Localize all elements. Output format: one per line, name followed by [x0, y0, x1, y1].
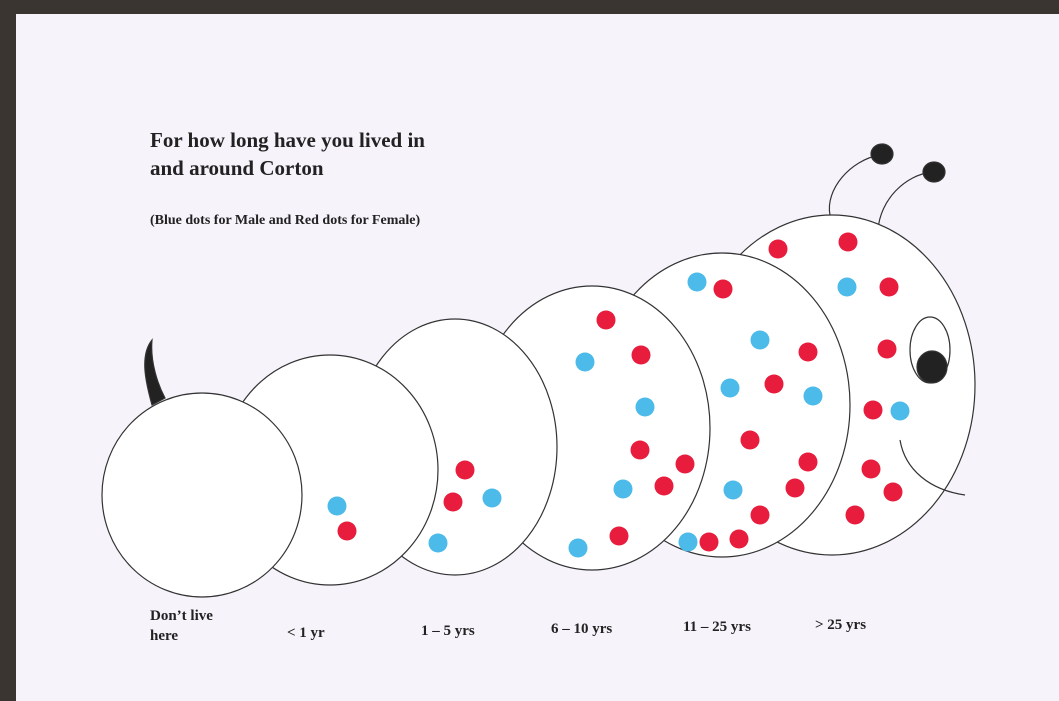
red-dot: [729, 529, 749, 549]
red-dot: [768, 239, 788, 259]
mouth: [899, 439, 966, 496]
red-dot: [631, 345, 651, 365]
blue-dot: [568, 538, 588, 558]
red-dot: [740, 430, 760, 450]
segment-label: Don’t live: [150, 608, 213, 624]
segment-label: 11 – 25 yrs: [683, 619, 751, 635]
red-dot: [764, 374, 784, 394]
blue-dot: [750, 330, 770, 350]
red-dot: [845, 505, 865, 525]
antenna-tip: [922, 161, 946, 183]
blue-dot: [327, 496, 347, 516]
caterpillar: [101, 143, 976, 598]
blue-dot: [890, 401, 910, 421]
tail: [144, 338, 166, 406]
red-dot: [699, 532, 719, 552]
red-dot: [798, 452, 818, 472]
blue-dot: [482, 488, 502, 508]
red-dot: [713, 279, 733, 299]
red-dot: [861, 459, 881, 479]
blue-dot: [678, 532, 698, 552]
segment-label: 6 – 10 yrs: [551, 621, 612, 637]
red-dot: [877, 339, 897, 359]
segment-label: here: [150, 628, 178, 644]
red-dot: [609, 526, 629, 546]
blue-dot: [428, 533, 448, 553]
subtitle: (Blue dots for Male and Red dots for Fem…: [150, 213, 420, 228]
red-dot: [863, 400, 883, 420]
red-dot: [654, 476, 674, 496]
red-dot: [675, 454, 695, 474]
blue-dot: [720, 378, 740, 398]
red-dot: [879, 277, 899, 297]
title-line: and around Corton: [150, 156, 324, 180]
red-dot: [838, 232, 858, 252]
red-dot: [443, 492, 463, 512]
blue-dot: [837, 277, 857, 297]
title-line: For how long have you lived in: [150, 128, 425, 152]
red-dot: [750, 505, 770, 525]
pupil: [916, 350, 948, 384]
segment-label: 1 – 5 yrs: [421, 623, 475, 639]
blue-dot: [613, 479, 633, 499]
body-segment: [101, 392, 303, 598]
red-dot: [455, 460, 475, 480]
red-dot: [883, 482, 903, 502]
antenna-tip: [870, 143, 894, 165]
blue-dot: [803, 386, 823, 406]
red-dot: [337, 521, 357, 541]
red-dot: [630, 440, 650, 460]
segment-label: < 1 yr: [287, 625, 325, 641]
blue-dot: [723, 480, 743, 500]
red-dot: [785, 478, 805, 498]
segment-label: > 25 yrs: [815, 617, 866, 633]
blue-dot: [635, 397, 655, 417]
red-dot: [596, 310, 616, 330]
blue-dot: [575, 352, 595, 372]
red-dot: [798, 342, 818, 362]
blue-dot: [687, 272, 707, 292]
